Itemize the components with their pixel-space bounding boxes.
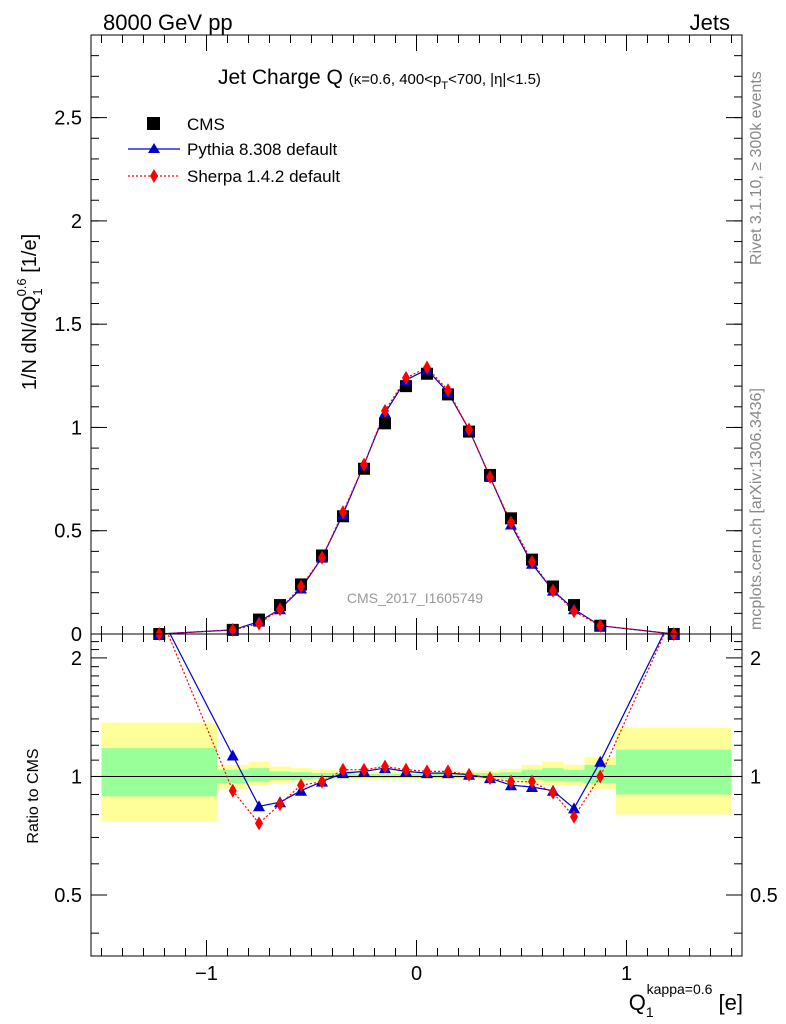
sherpa-point: [228, 622, 237, 637]
ratio-sherpa-point: [276, 797, 284, 812]
legend-cms-marker: [147, 117, 160, 130]
ratio-sherpa-point: [339, 762, 347, 777]
ratio-pythia-point: [253, 800, 265, 812]
main-data-marks: [153, 360, 680, 641]
ratio-y-axis-label: Ratio to CMS: [25, 748, 42, 843]
ratio-y-tick-label: 2: [71, 648, 82, 670]
xlabel-b: [e]: [712, 990, 743, 1015]
cms-point: [379, 417, 391, 430]
x-tick-label: 0: [411, 963, 422, 985]
sherpa-point: [297, 579, 305, 594]
sherpa-point: [486, 470, 494, 485]
ratio-sherpa-point: [381, 759, 389, 774]
sherpa-point: [255, 616, 263, 631]
ylabel-b: [1/e]: [19, 234, 41, 278]
x-tick-label: 1: [621, 963, 632, 985]
sherpa-point: [276, 602, 284, 617]
ratio-sherpa-point: [549, 785, 557, 800]
analysis-watermark: CMS_2017_I1605749: [347, 590, 483, 606]
ylabel-sup: 0.6: [14, 278, 29, 296]
ratio-panel: 0.5 0.5 1 1 2 2 −1 0 1 Ratio to CMS Q1 kappa=0.6 …: [25, 633, 778, 1020]
sherpa-point: [465, 422, 473, 437]
ratio-sherpa-point: [423, 764, 431, 779]
ratio-sherpa-point: [318, 774, 326, 789]
sherpa-point: [381, 403, 389, 418]
main-y-axis-label: 1/N dN/dQ10.6 [1/e]: [14, 234, 45, 390]
ratio-pythia-point: [226, 749, 239, 761]
x-tick-label: −1: [195, 963, 218, 985]
x-axis-label: Q1 kappa=0.6 [e]: [629, 981, 743, 1020]
ratio-sherpa-point: [444, 764, 452, 779]
main-title-sub-sub: T: [441, 80, 448, 92]
ratio-pythia-line: [169, 634, 665, 810]
sherpa-point: [360, 457, 368, 472]
mcplots-label: mcplots.cern.ch [arXiv:1306.3436]: [748, 388, 765, 630]
main-title-sub-a: (κ=0.6, 400<p: [349, 71, 442, 88]
sherpa-point: [549, 583, 557, 598]
main-y-tick-label: 0: [71, 624, 82, 646]
ratio-sherpa-point: [465, 767, 473, 782]
ratio-sherpa-point: [528, 774, 536, 789]
main-y-tick-label: 1: [71, 417, 82, 439]
main-title: Jet Charge Q (κ=0.6, 400<pT<700, |η|<1.5…: [218, 66, 541, 92]
sherpa-point: [339, 505, 347, 520]
ratio-y-tick-label-right: 1: [750, 766, 761, 788]
main-y-tick-label: 2.5: [54, 108, 82, 130]
rivet-label: Rivet 3.1.10, ≥ 300k events: [748, 71, 765, 265]
main-panel: 0 0.5 1 1.5 2 2.5 Jet Charge Q (κ=0.6, 400<pT…: [14, 34, 743, 646]
main-y-tick-label: 2: [71, 211, 82, 233]
ratio-sherpa-point: [570, 809, 578, 824]
sherpa-point: [423, 360, 431, 375]
ratio-sherpa-point: [507, 774, 515, 789]
legend-pythia-marker: [148, 143, 160, 153]
ratio-y-tick-label: 0.5: [54, 885, 82, 907]
ylabel-a: 1/N dN/dQ: [19, 296, 41, 390]
ratio-sherpa-point: [228, 783, 237, 798]
ratio-green-band: [269, 771, 291, 780]
main-axis-ticks: 0 0.5 1 1.5 2 2.5: [54, 34, 742, 646]
ratio-green-band: [101, 748, 217, 797]
ratio-pythia-point: [594, 755, 607, 767]
legend-sherpa-marker: [150, 169, 158, 183]
ratio-sherpa-point: [360, 762, 368, 777]
xlabel-a: Q: [629, 990, 646, 1015]
ylabel-sub: 1: [30, 288, 45, 295]
legend-sherpa-label: Sherpa 1.4.2 default: [187, 167, 340, 186]
ratio-green-band: [616, 749, 732, 795]
ratio-data-marks: [91, 634, 742, 831]
sherpa-point: [596, 618, 605, 633]
main-title-sub-b: <700, |η|<1.5): [448, 71, 541, 88]
xlabel-sup: kappa=0.6: [647, 981, 713, 997]
ratio-green-band: [542, 768, 564, 781]
legend: CMS Pythia 8.308 default Sherpa 1.4.2 de…: [128, 115, 340, 186]
sherpa-point: [528, 554, 536, 569]
legend-pythia-label: Pythia 8.308 default: [187, 140, 338, 159]
main-y-tick-label: 0.5: [54, 521, 82, 543]
ratio-green-band: [563, 769, 585, 782]
xlabel-sub: 1: [646, 1004, 654, 1020]
ratio-sherpa-point: [596, 769, 605, 784]
ratio-sherpa-point: [297, 778, 305, 793]
ratio-pythia-point: [568, 802, 580, 814]
sherpa-point: [570, 604, 578, 619]
main-title-text: Jet Charge Q: [218, 66, 343, 89]
ratio-green-band: [248, 768, 270, 782]
ratio-sherpa-point: [486, 771, 494, 786]
header-energy: 8000 GeV pp: [103, 10, 233, 35]
header-jets: Jets: [690, 10, 730, 35]
legend-cms-label: CMS: [187, 115, 225, 134]
ratio-axis-ticks: 0.5 0.5 1 1 2 2 −1 0 1: [54, 634, 778, 985]
ratio-y-tick-label-right: 2: [750, 648, 761, 670]
sherpa-point: [318, 550, 326, 565]
sherpa-point: [402, 370, 410, 385]
ratio-y-tick-label: 1: [71, 766, 82, 788]
ratio-y-tick-label-right: 0.5: [750, 885, 778, 907]
sherpa-point: [444, 383, 452, 398]
ratio-sherpa-point: [255, 816, 263, 831]
main-y-tick-label: 1.5: [54, 314, 82, 336]
ratio-sherpa-point: [402, 762, 410, 777]
sherpa-point: [507, 515, 515, 530]
